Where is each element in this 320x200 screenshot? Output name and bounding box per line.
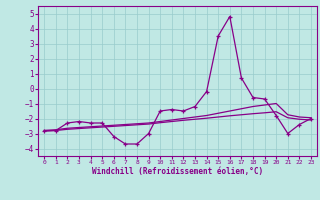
X-axis label: Windchill (Refroidissement éolien,°C): Windchill (Refroidissement éolien,°C) — [92, 167, 263, 176]
